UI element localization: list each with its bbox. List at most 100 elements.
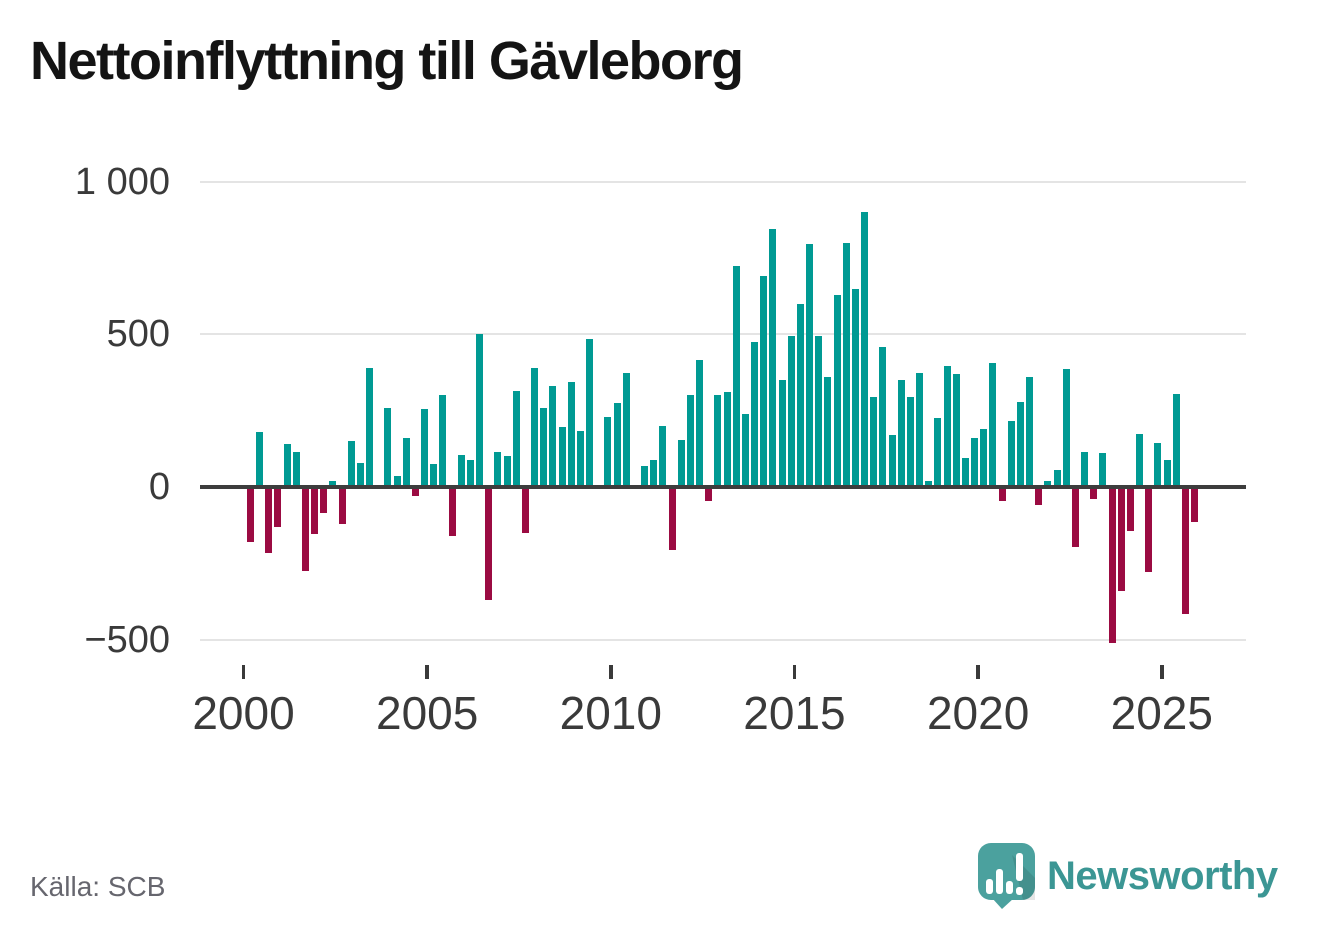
bar-2004Q2 bbox=[402, 438, 410, 487]
bar-2009Q2 bbox=[586, 338, 594, 487]
bar-2016Q1 bbox=[833, 294, 841, 487]
bar-2018Q1 bbox=[906, 396, 914, 487]
x-tick-2010 bbox=[609, 665, 613, 679]
bar-2015Q2 bbox=[806, 244, 814, 487]
bar-2006Q4 bbox=[494, 451, 502, 487]
x-tick-2000 bbox=[241, 665, 246, 679]
bar-2016Q3 bbox=[851, 288, 859, 487]
bar-2025Q3 bbox=[1181, 487, 1189, 614]
bar-2012Q4 bbox=[714, 395, 722, 487]
bar-2018Q3 bbox=[925, 480, 933, 487]
bar-2024Q2 bbox=[1136, 433, 1144, 487]
bar-2005Q2 bbox=[439, 395, 447, 487]
source-note: Källa: SCB bbox=[30, 871, 166, 902]
y-axis-label--500: −500 bbox=[84, 618, 170, 661]
x-axis-label-2020: 2020 bbox=[926, 687, 1030, 739]
bar-2020Q4 bbox=[1007, 421, 1015, 487]
x-tick-2025 bbox=[1160, 665, 1164, 679]
bar-2003Q1 bbox=[356, 462, 364, 487]
bar-2003Q4 bbox=[384, 407, 392, 487]
bar-2008Q2 bbox=[549, 386, 557, 487]
bar-2018Q4 bbox=[934, 418, 942, 487]
bar-2023Q4 bbox=[1117, 487, 1125, 591]
bar-2019Q3 bbox=[961, 457, 969, 487]
bar-2019Q1 bbox=[943, 366, 951, 487]
bar-2021Q2 bbox=[1026, 377, 1034, 487]
bar-2008Q4 bbox=[567, 381, 575, 487]
bar-2007Q2 bbox=[512, 390, 520, 487]
bar-2023Q3 bbox=[1108, 487, 1116, 643]
y-axis-label-1000: 1 000 bbox=[74, 160, 170, 203]
newsworthy-logo-icon bbox=[978, 843, 1035, 909]
x-axis-label-2010: 2010 bbox=[559, 687, 662, 739]
gridline-500 bbox=[200, 333, 1246, 336]
bar-2005Q1 bbox=[430, 464, 438, 487]
bar-2023Q2 bbox=[1099, 453, 1107, 487]
newsworthy-logo: Newsworthy bbox=[978, 841, 1298, 911]
gridline-1000 bbox=[200, 180, 1246, 183]
bar-2023Q1 bbox=[1090, 487, 1098, 500]
bar-2019Q4 bbox=[971, 438, 979, 487]
bar-2020Q3 bbox=[998, 487, 1006, 501]
bar-2000Q4 bbox=[274, 487, 282, 527]
bar-2011Q1 bbox=[650, 459, 658, 487]
x-axis-label-2000: 2000 bbox=[192, 687, 295, 739]
bar-2020Q2 bbox=[989, 363, 997, 487]
x-axis-label-2015: 2015 bbox=[743, 687, 846, 739]
bar-2001Q4 bbox=[311, 487, 319, 535]
newsworthy-logo-text: Newsworthy bbox=[1047, 853, 1278, 898]
bar-2018Q2 bbox=[916, 372, 924, 487]
bar-2002Q3 bbox=[338, 487, 346, 524]
bar-2008Q3 bbox=[558, 427, 566, 487]
bar-2005Q4 bbox=[457, 454, 465, 487]
bar-2006Q3 bbox=[485, 487, 493, 600]
bar-2021Q1 bbox=[1016, 401, 1024, 487]
bar-2012Q2 bbox=[696, 360, 704, 487]
bar-2017Q4 bbox=[897, 380, 905, 487]
bar-2000Q1 bbox=[247, 487, 254, 542]
bar-2002Q1 bbox=[320, 487, 328, 513]
bar-2012Q1 bbox=[686, 395, 694, 487]
bar-2000Q3 bbox=[265, 487, 273, 553]
bar-2004Q4 bbox=[421, 409, 429, 487]
bar-2001Q2 bbox=[292, 451, 300, 487]
bar-2014Q3 bbox=[778, 380, 786, 487]
bar-2015Q4 bbox=[824, 377, 832, 487]
bar-2013Q2 bbox=[732, 265, 740, 487]
bar-2002Q2 bbox=[329, 480, 337, 487]
y-axis-label-0: 0 bbox=[148, 466, 170, 508]
bar-2001Q1 bbox=[283, 444, 291, 487]
bar-2010Q1 bbox=[613, 403, 621, 487]
bar-2011Q2 bbox=[659, 425, 667, 487]
chart-title: Nettoinflyttning till Gävleborg bbox=[30, 31, 744, 91]
bar-2022Q1 bbox=[1053, 470, 1061, 487]
bar-2002Q4 bbox=[347, 441, 355, 487]
bar-2009Q4 bbox=[604, 416, 612, 487]
bar-2017Q2 bbox=[879, 346, 887, 487]
bar-2015Q3 bbox=[815, 335, 823, 487]
bar-2013Q1 bbox=[723, 392, 731, 487]
bar-2014Q4 bbox=[787, 335, 795, 487]
bar-2024Q4 bbox=[1154, 442, 1162, 487]
bar-2020Q1 bbox=[980, 428, 988, 487]
bar-2010Q4 bbox=[641, 465, 649, 487]
bar-2017Q3 bbox=[888, 435, 896, 487]
bar-2022Q2 bbox=[1062, 369, 1070, 487]
bar-2004Q3 bbox=[411, 487, 419, 497]
bar-2022Q4 bbox=[1081, 451, 1089, 487]
bar-2007Q4 bbox=[531, 367, 539, 487]
bar-2005Q3 bbox=[448, 487, 456, 536]
bar-2025Q1 bbox=[1163, 459, 1171, 487]
bar-2011Q4 bbox=[677, 439, 685, 487]
gridline--500 bbox=[200, 638, 1246, 641]
bar-2025Q4 bbox=[1191, 487, 1199, 523]
bar-2016Q2 bbox=[842, 242, 850, 487]
bar-2022Q3 bbox=[1071, 487, 1079, 547]
bar-2017Q1 bbox=[870, 396, 878, 487]
x-tick-2020 bbox=[976, 665, 980, 679]
bar-2021Q4 bbox=[1044, 480, 1052, 487]
bar-2014Q1 bbox=[760, 276, 768, 487]
bar-2007Q1 bbox=[503, 456, 511, 487]
zero-axis-line bbox=[200, 485, 1246, 489]
